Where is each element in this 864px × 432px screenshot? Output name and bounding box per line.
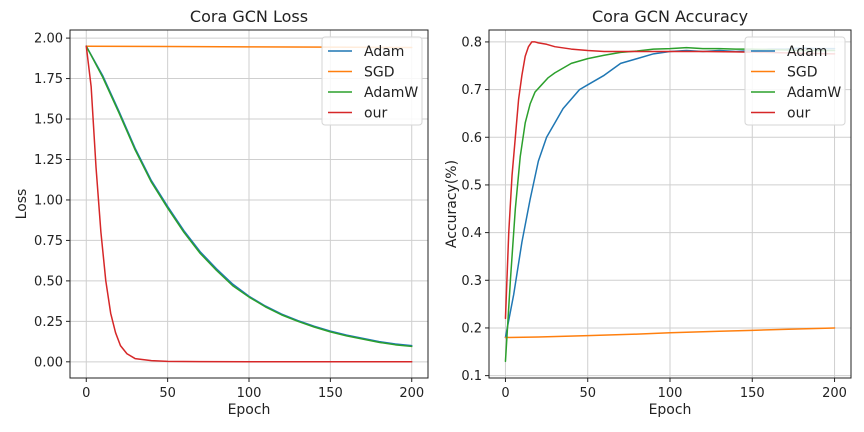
x-tick-label: 0 [82,386,90,401]
x-axis-label: Epoch [649,402,692,418]
x-tick-label: 200 [399,386,424,401]
y-axis-label: Accuracy(%) [444,160,460,248]
series-line-our [85,45,413,363]
chart-title: Cora GCN Loss [190,7,308,26]
x-tick-label: 0 [501,386,509,401]
y-tick-label: 0.00 [34,355,63,370]
series-line-adamw [85,45,413,348]
y-tick-label: 0.8 [461,35,482,50]
y-tick-label: 1.00 [34,193,63,208]
legend-box [744,36,846,126]
legend-label-adamw: AdamW [787,85,841,101]
legend-label-our: our [787,106,810,122]
x-tick-label: 150 [318,386,343,401]
legend-label-adam: Adam [364,44,404,60]
x-tick-label: 100 [658,386,683,401]
y-tick-label: 0.1 [461,369,482,384]
legend-box [321,36,423,126]
y-tick-label: 0.75 [34,234,63,249]
series-line-sgd [504,327,836,339]
y-tick-label: 0.3 [461,274,482,289]
x-tick-label: 50 [159,386,176,401]
x-tick-label: 50 [579,386,596,401]
legend: Adam SGD AdamW our [321,36,423,126]
y-tick-label: 1.25 [34,153,63,168]
y-tick-label: 0.7 [461,83,482,98]
loss-chart: 0 50 100 150 200 0.00 0.25 0.50 0.75 1.00 1.25 1.50… [14,7,429,418]
x-tick-label: 100 [237,386,262,401]
x-axis-label: Epoch [228,402,271,418]
y-tick-label: 0.4 [461,226,482,241]
chart-title: Cora GCN Accuracy [592,7,748,26]
y-tick-label: 1.75 [34,72,63,87]
accuracy-chart: 0 50 100 150 200 0.1 0.2 0.3 0.4 0.5 0.6 0.7 0.8 Cora… [444,7,852,418]
y-tick-label: 2.00 [34,32,63,47]
y-tick-label: 0.25 [34,315,63,330]
y-tick-label: 0.50 [34,274,63,289]
legend-label-sgd: SGD [364,65,395,81]
legend-label-adamw: AdamW [364,85,418,101]
y-tick-label: 1.50 [34,113,63,128]
legend-label-sgd: SGD [787,65,818,81]
x-tick-label: 200 [822,386,847,401]
legend: Adam SGD AdamW our [744,36,846,126]
series-line-our [504,41,836,320]
y-axis-label: Loss [14,189,30,220]
legend-label-adam: Adam [787,44,827,60]
y-tick-label: 0.5 [461,178,482,193]
y-tick-label: 0.2 [461,321,482,336]
y-tick-label: 0.6 [461,131,482,146]
x-tick-label: 150 [740,386,765,401]
legend-label-our: our [364,106,387,122]
